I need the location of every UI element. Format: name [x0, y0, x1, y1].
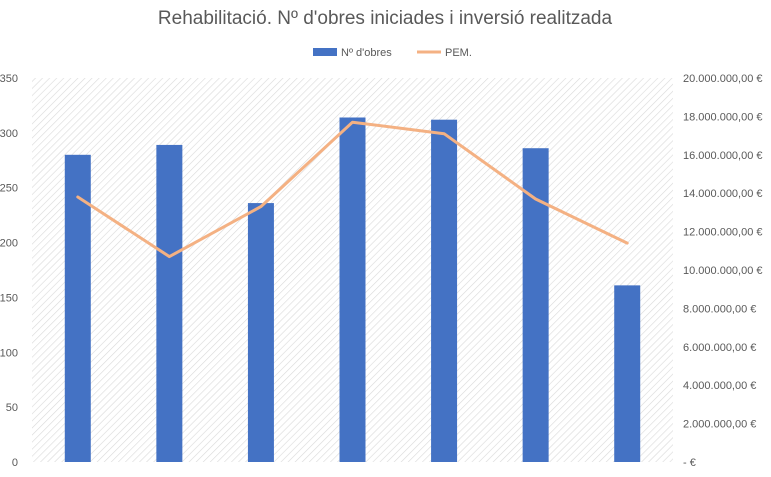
- legend-label: PEM.: [445, 47, 472, 59]
- y-tick-label-left: 350: [0, 73, 18, 85]
- series-line-pem: [76, 120, 629, 259]
- legend-swatch-bar: [313, 48, 337, 56]
- y-tick-label-left: 250: [0, 183, 18, 195]
- legend-label: Nº d'obres: [341, 47, 392, 59]
- y-tick-label-right: 4.000.000,00 €: [683, 380, 756, 392]
- y-tick-label-right: 10.000.000,00 €: [683, 265, 763, 277]
- legend: Nº d'obres PEM.: [313, 47, 472, 59]
- y-tick-label-left: 50: [6, 402, 18, 414]
- y-tick-label-right: 18.000.000,00 €: [683, 111, 763, 123]
- bar: [522, 148, 549, 462]
- bar: [156, 144, 183, 462]
- y-tick-label-right: 8.000.000,00 €: [683, 303, 756, 315]
- y-tick-label-right: 14.000.000,00 €: [683, 188, 763, 200]
- y-axis-left: 0 50 100 150 200 250 300 350: [0, 73, 18, 469]
- y-tick-label-right: 16.000.000,00 €: [683, 150, 763, 162]
- bar: [247, 203, 274, 462]
- y-tick-label-right: 12.000.000,00 €: [683, 227, 763, 239]
- chart-title: Rehabilitació. Nº d'obres iniciades i in…: [158, 8, 613, 29]
- bar: [339, 117, 366, 463]
- y-tick-label-left: 0: [12, 457, 18, 469]
- y-tick-label-left: 100: [0, 347, 18, 359]
- y-tick-label-right: 20.000.000,00 €: [683, 73, 763, 85]
- bar: [431, 119, 458, 462]
- bar: [64, 154, 91, 463]
- bar: [614, 285, 641, 462]
- y-tick-label-right: 6.000.000,00 €: [683, 342, 756, 354]
- bar-series: [64, 117, 641, 463]
- y-tick-label-left: 150: [0, 292, 18, 304]
- y-tick-label-left: 300: [0, 128, 18, 140]
- y-tick-label-right: 2.000.000,00 €: [683, 419, 756, 431]
- y-tick-label-right: - €: [683, 457, 696, 469]
- y-axis-right: - € 2.000.000,00 € 4.000.000,00 € 6.000.000…: [683, 73, 763, 469]
- line-series: [76, 120, 629, 259]
- y-tick-label-left: 200: [0, 238, 18, 250]
